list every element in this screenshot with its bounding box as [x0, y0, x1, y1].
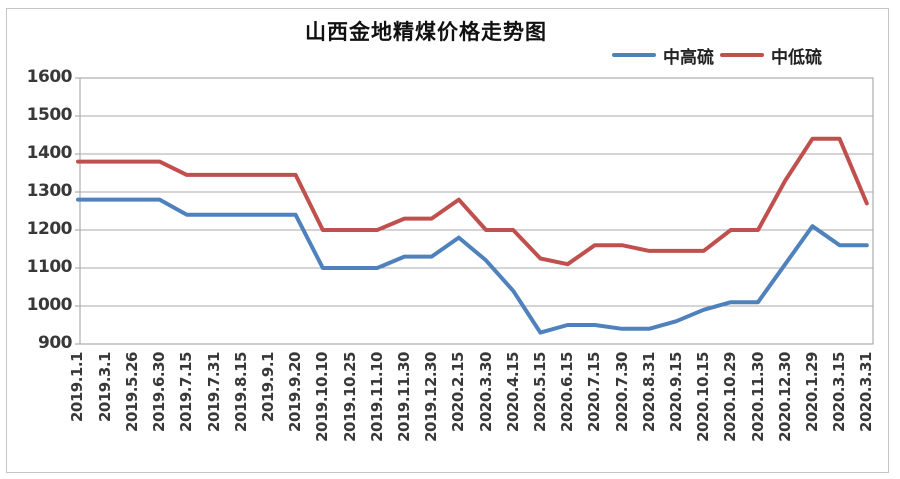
x-axis-label: 2020.5.15 [530, 352, 549, 432]
legend-line-swatch [720, 53, 764, 57]
x-axis-label: 2019.10.25 [340, 352, 359, 442]
legend-line-swatch [612, 53, 656, 57]
x-axis-label: 2019.9.1 [258, 352, 277, 423]
x-axis-label: 2020.7.15 [585, 352, 604, 432]
y-axis-label: 1500 [26, 105, 73, 125]
x-axis-label: 2020.8.31 [639, 352, 658, 432]
legend-item-medium-low-sulfur: 中低硫 [720, 43, 822, 68]
plot-border [79, 77, 874, 345]
x-axis-label: 2020.9.15 [666, 352, 685, 432]
x-axis-label: 2020.3.30 [476, 352, 495, 432]
x-axis-label: 2020.10.29 [721, 352, 740, 442]
y-axis-label: 900 [38, 333, 73, 353]
legend-label: 中低硫 [771, 47, 822, 68]
x-axis-label: 2019.8.15 [231, 352, 250, 432]
x-axis-label: 2019.1.1 [68, 352, 87, 423]
chart-frame [6, 8, 889, 473]
legend-item-medium-high-sulfur: 中高硫 [612, 43, 714, 68]
x-axis-label: 2020.11.30 [748, 352, 767, 442]
x-axis-label: 2019.12.30 [422, 352, 441, 442]
y-axis-label: 1300 [26, 181, 73, 201]
x-axis-label: 2019.11.10 [367, 352, 386, 442]
x-axis-label: 2019.10.10 [313, 352, 332, 442]
x-axis-label: 2019.5.26 [122, 352, 141, 432]
y-axis-label: 1000 [26, 295, 73, 315]
x-axis-label: 2019.7.31 [204, 352, 223, 432]
legend-label: 中高硫 [663, 47, 714, 68]
x-axis-label: 2019.6.30 [150, 352, 169, 432]
x-axis-label: 2020.2.15 [449, 352, 468, 432]
y-axis-label: 1400 [26, 143, 73, 163]
series-line-medium-high-sulfur [76, 197, 869, 335]
x-axis-label: 2020.3.31 [857, 352, 876, 432]
legend: 中高硫 中低硫 [612, 43, 822, 68]
x-axis-label: 2020.10.15 [694, 352, 713, 442]
x-axis-label: 2020.6.15 [558, 352, 577, 432]
x-axis-label: 2019.11.30 [394, 352, 413, 442]
x-axis-label: 2020.12.30 [775, 352, 794, 442]
x-axis-label: 2020.3.15 [830, 352, 849, 432]
x-axis-label: 2020.4.15 [503, 352, 522, 432]
x-axis-label: 2019.7.15 [177, 352, 196, 432]
x-axis-label: 2019.3.1 [95, 352, 114, 423]
x-axis-label: 2020.1.29 [802, 352, 821, 432]
x-axis-label: 2020.7.30 [612, 352, 631, 432]
x-axis-label: 2019.9.20 [286, 352, 305, 432]
y-axis-label: 1200 [26, 219, 73, 239]
y-axis-label: 1100 [26, 257, 73, 277]
chart-title: 山西金地精煤价格走势图 [305, 20, 547, 44]
y-axis-label: 1600 [26, 67, 73, 87]
series-line-medium-low-sulfur [76, 136, 869, 267]
